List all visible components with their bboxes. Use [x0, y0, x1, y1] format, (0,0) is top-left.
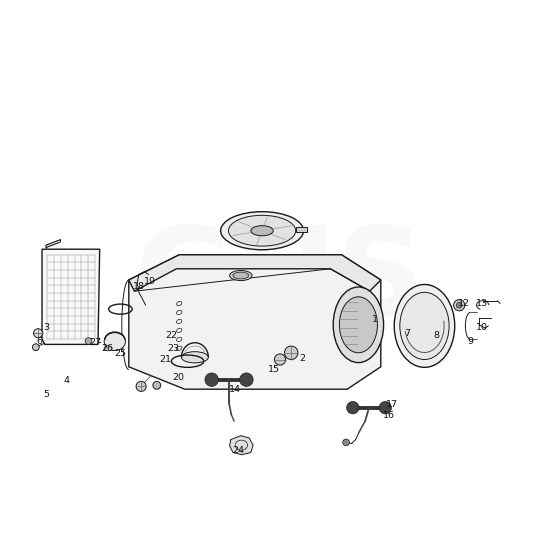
Text: 27: 27	[89, 338, 101, 347]
Ellipse shape	[333, 287, 384, 363]
Ellipse shape	[104, 333, 125, 351]
Text: 1: 1	[372, 315, 378, 324]
Circle shape	[32, 344, 39, 351]
Text: 7: 7	[405, 329, 410, 338]
Text: 16: 16	[383, 411, 395, 420]
Text: 13: 13	[475, 299, 488, 308]
Ellipse shape	[394, 284, 455, 367]
Ellipse shape	[228, 216, 296, 246]
Text: 9: 9	[468, 337, 473, 346]
Circle shape	[456, 302, 462, 308]
Circle shape	[85, 338, 92, 344]
Text: 25: 25	[114, 349, 127, 358]
Text: 26: 26	[101, 344, 114, 353]
Text: GHS: GHS	[134, 222, 426, 338]
Text: 15: 15	[268, 365, 281, 374]
Text: 24: 24	[232, 446, 244, 455]
Circle shape	[284, 346, 298, 360]
Polygon shape	[129, 255, 381, 389]
Ellipse shape	[181, 352, 208, 363]
Text: 6: 6	[36, 337, 42, 346]
Polygon shape	[46, 240, 60, 248]
Circle shape	[454, 300, 465, 311]
Text: 10: 10	[475, 323, 488, 332]
Text: 2: 2	[300, 354, 305, 363]
Ellipse shape	[221, 212, 304, 250]
Text: 5: 5	[43, 390, 49, 399]
Ellipse shape	[233, 272, 249, 279]
Text: 19: 19	[144, 277, 156, 286]
Circle shape	[136, 381, 146, 391]
Circle shape	[379, 402, 391, 414]
Text: 18: 18	[133, 282, 145, 291]
Polygon shape	[129, 255, 381, 291]
Polygon shape	[42, 249, 100, 344]
Ellipse shape	[104, 346, 112, 351]
Text: 17: 17	[386, 400, 398, 409]
Polygon shape	[296, 227, 307, 232]
Text: 21: 21	[159, 355, 171, 364]
Text: 12: 12	[458, 299, 470, 308]
Text: 22: 22	[165, 332, 177, 340]
Circle shape	[343, 439, 349, 446]
Circle shape	[34, 329, 43, 338]
Circle shape	[274, 354, 286, 365]
Text: 20: 20	[172, 374, 184, 382]
Circle shape	[347, 402, 359, 414]
Text: 4: 4	[63, 376, 69, 385]
Ellipse shape	[251, 226, 273, 236]
Circle shape	[205, 373, 218, 386]
Text: 8: 8	[434, 332, 440, 340]
Circle shape	[153, 381, 161, 389]
Ellipse shape	[230, 270, 252, 281]
Ellipse shape	[339, 297, 377, 353]
Text: 3: 3	[43, 323, 49, 332]
Text: 14: 14	[229, 385, 241, 394]
Ellipse shape	[400, 292, 449, 360]
Circle shape	[240, 373, 253, 386]
Text: 23: 23	[167, 344, 180, 353]
Polygon shape	[230, 436, 253, 455]
